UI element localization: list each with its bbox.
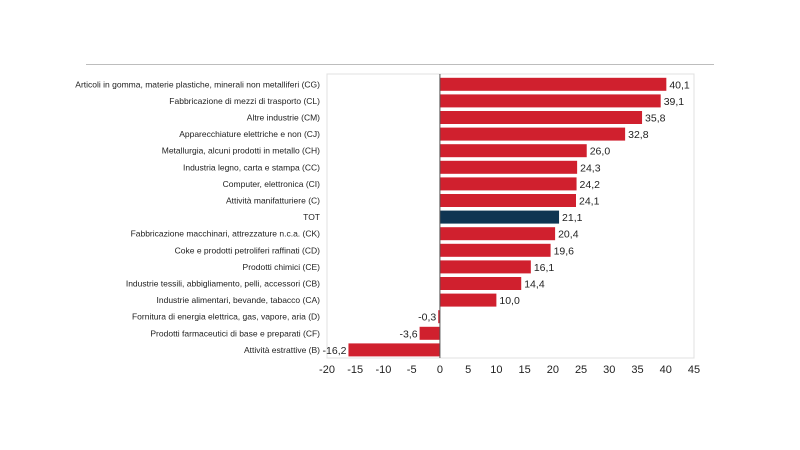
category-label: Prodotti chimici (CE) bbox=[243, 262, 321, 272]
x-tick-label: -20 bbox=[319, 364, 335, 376]
category-label: TOT bbox=[303, 212, 320, 222]
value-label: -16,2 bbox=[323, 345, 347, 357]
value-label: 24,1 bbox=[579, 196, 600, 208]
x-tick-label: 35 bbox=[631, 364, 643, 376]
value-label: 19,6 bbox=[554, 245, 575, 257]
bar-7 bbox=[439, 194, 576, 207]
value-labels-group: 40,1 39,1 35,8 32,8 26,0 24,3 24,2 24,1 21,1 20,4… bbox=[323, 79, 690, 357]
category-label: Fornitura di energia elettrica, gas, vap… bbox=[132, 312, 320, 322]
x-tick-label: 25 bbox=[575, 364, 587, 376]
category-label: Altre industrie (CM) bbox=[247, 113, 320, 123]
bar-15 bbox=[419, 326, 440, 340]
bar-6 bbox=[439, 177, 577, 191]
bar-2 bbox=[439, 111, 643, 124]
bar-14 bbox=[438, 310, 440, 324]
category-label: Industrie tessili, abbigliamento, pelli,… bbox=[126, 279, 320, 289]
x-tick-label: 0 bbox=[437, 364, 443, 376]
value-label: 35,8 bbox=[645, 113, 666, 125]
value-label: 14,4 bbox=[524, 279, 545, 291]
x-tick-label: 5 bbox=[465, 364, 471, 376]
value-label: 24,3 bbox=[580, 162, 601, 174]
x-tick-label: -10 bbox=[376, 364, 392, 376]
bar-3 bbox=[439, 127, 626, 141]
category-label: Metallurgia, alcuni prodotti in metallo … bbox=[162, 146, 320, 156]
category-label: Attività manifatturiere (C) bbox=[226, 196, 320, 206]
category-label: Fabbricazione di mezzi di trasporto (CL) bbox=[169, 96, 320, 106]
x-tick-label: 20 bbox=[547, 364, 559, 376]
value-label: 16,1 bbox=[534, 262, 555, 274]
x-tick-label: 15 bbox=[518, 364, 530, 376]
bar-11 bbox=[439, 260, 531, 274]
bar-0 bbox=[439, 77, 667, 91]
category-label: Computer, elettronica (CI) bbox=[223, 179, 320, 189]
category-label: Apparecchiature elettriche e non (CJ) bbox=[179, 129, 320, 139]
bar-1 bbox=[439, 94, 661, 108]
category-label: Attività estrattive (B) bbox=[244, 345, 320, 355]
category-label: Prodotti farmaceutici di base e preparat… bbox=[150, 328, 320, 338]
bar-4 bbox=[439, 144, 587, 158]
bar-16 bbox=[348, 343, 440, 357]
bar-13 bbox=[439, 293, 497, 307]
value-label: 10,0 bbox=[499, 295, 520, 307]
value-label: -0,3 bbox=[418, 312, 436, 324]
bar-12 bbox=[439, 277, 522, 290]
x-tick-label: 30 bbox=[603, 364, 615, 376]
value-label: 21,1 bbox=[562, 212, 583, 224]
value-label: 20,4 bbox=[558, 229, 579, 241]
value-label: 39,1 bbox=[664, 96, 685, 108]
x-tick-label: 40 bbox=[660, 364, 672, 376]
category-label: Articoli in gomma, materie plastiche, mi… bbox=[75, 79, 320, 89]
category-label: Coke e prodotti petroliferi raffinati (C… bbox=[175, 245, 321, 255]
bar-8 bbox=[439, 210, 560, 224]
value-label: 40,1 bbox=[669, 79, 690, 91]
value-label: 26,0 bbox=[590, 146, 611, 158]
value-label: -3,6 bbox=[400, 328, 418, 340]
bar-5 bbox=[439, 160, 578, 174]
bar-9 bbox=[439, 227, 556, 241]
top-divider bbox=[86, 64, 714, 65]
x-tick-label: 45 bbox=[688, 364, 700, 376]
value-label: 24,2 bbox=[580, 179, 601, 191]
x-tick-label: -5 bbox=[407, 364, 417, 376]
category-labels-group: Articoli in gomma, materie plastiche, mi… bbox=[75, 79, 320, 355]
x-tick-label: -15 bbox=[347, 364, 363, 376]
category-label: Fabbricazione macchinari, attrezzature n… bbox=[131, 229, 321, 239]
x-axis-ticks-group: -20 -15 -10 -5 0 5 10 15 20 25 30 35 40 45 bbox=[319, 364, 700, 376]
plot-area bbox=[326, 73, 695, 359]
x-tick-label: 10 bbox=[490, 364, 502, 376]
value-label: 32,8 bbox=[628, 129, 649, 141]
category-label: Industrie alimentari, bevande, tabacco (… bbox=[157, 295, 321, 305]
bars-group bbox=[348, 77, 667, 357]
category-label: Industria legno, carta e stampa (CC) bbox=[183, 162, 320, 172]
bar-10 bbox=[439, 243, 551, 257]
